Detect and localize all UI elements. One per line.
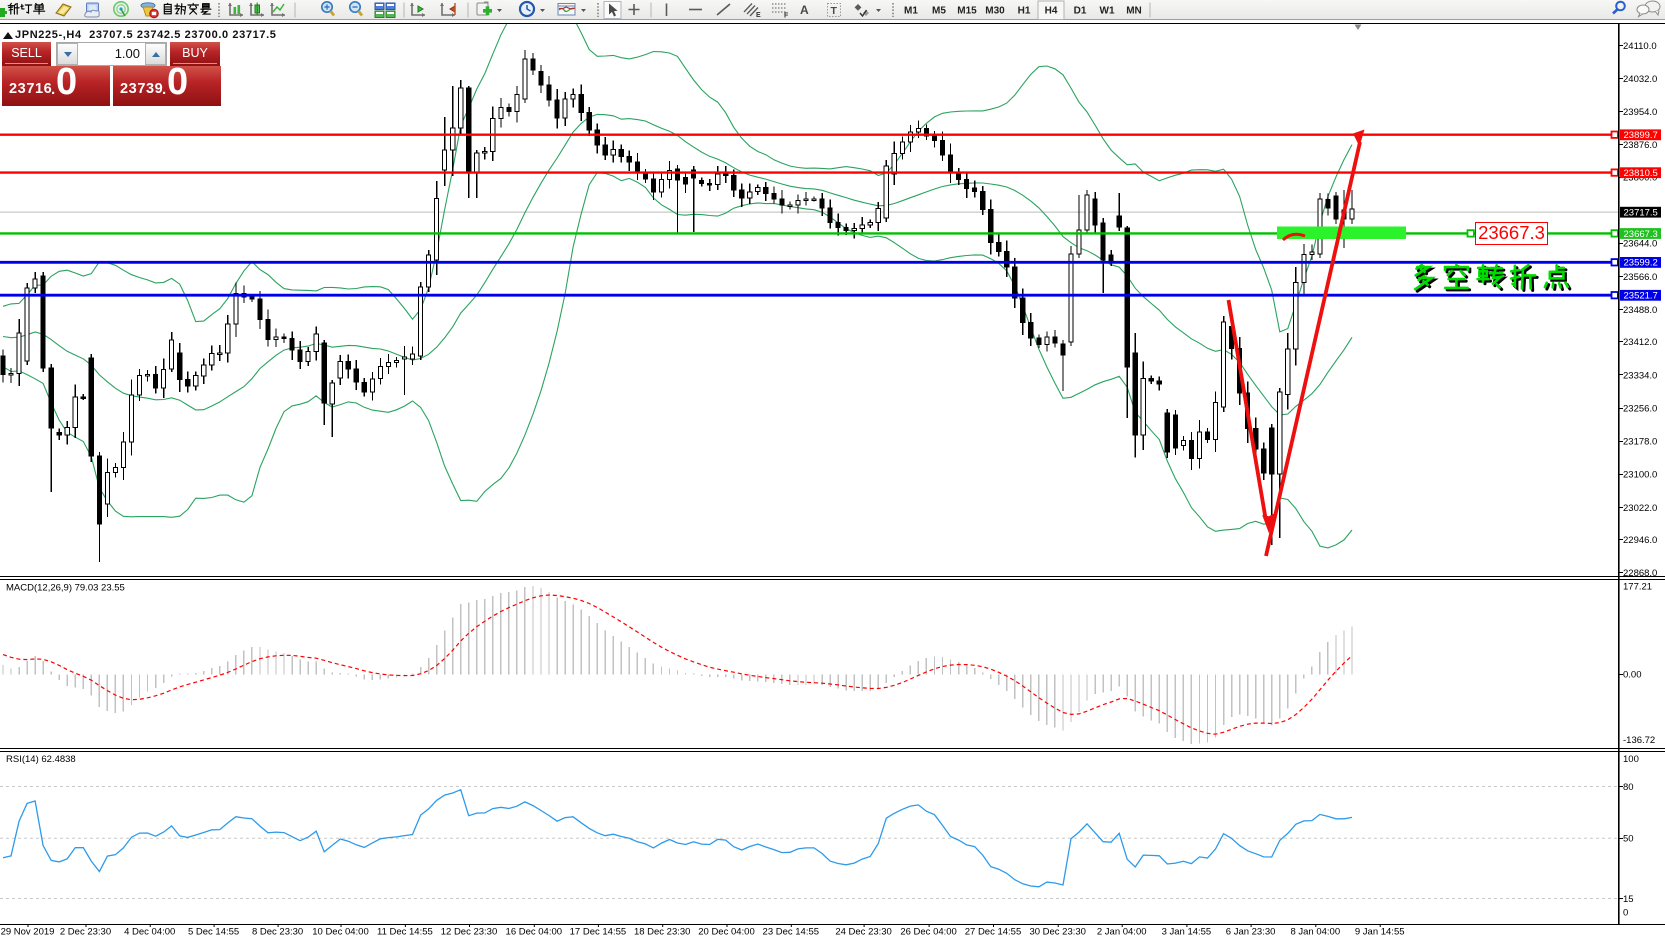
svg-text:D1: D1 [1074, 6, 1087, 17]
svg-text:80: 80 [1623, 782, 1634, 793]
svg-text:M5: M5 [932, 6, 946, 17]
svg-text:8 Jan 04:00: 8 Jan 04:00 [1290, 927, 1340, 938]
svg-text:5 Dec 14:55: 5 Dec 14:55 [188, 927, 239, 938]
svg-text:23717.5: 23717.5 [1624, 208, 1658, 219]
svg-text:23566.0: 23566.0 [1623, 272, 1657, 283]
svg-text:MN: MN [1126, 6, 1142, 17]
svg-text:177.21: 177.21 [1623, 582, 1652, 593]
svg-text:W1: W1 [1100, 6, 1115, 17]
svg-text:F: F [784, 13, 789, 20]
svg-text:10 Dec 04:00: 10 Dec 04:00 [312, 927, 369, 938]
svg-text:0.00: 0.00 [1623, 670, 1642, 681]
svg-text:23954.0: 23954.0 [1623, 107, 1657, 118]
svg-text:20 Dec 04:00: 20 Dec 04:00 [698, 927, 755, 938]
svg-text:18 Dec 23:30: 18 Dec 23:30 [634, 927, 691, 938]
svg-text:23644.0: 23644.0 [1623, 239, 1657, 250]
svg-text:23521.7: 23521.7 [1624, 291, 1658, 302]
svg-text:22868.0: 22868.0 [1623, 568, 1657, 579]
svg-text:2 Jan 04:00: 2 Jan 04:00 [1097, 927, 1147, 938]
svg-text:23256.0: 23256.0 [1623, 404, 1657, 415]
svg-text:H1: H1 [1018, 6, 1031, 17]
svg-text:2 Dec 23:30: 2 Dec 23:30 [60, 927, 111, 938]
svg-text:0: 0 [1623, 907, 1628, 918]
svg-text:24 Dec 23:30: 24 Dec 23:30 [835, 927, 892, 938]
svg-text:H4: H4 [1045, 6, 1058, 17]
svg-text:23667.3: 23667.3 [1624, 229, 1658, 240]
svg-text:26 Dec 04:00: 26 Dec 04:00 [900, 927, 957, 938]
svg-text:23876.0: 23876.0 [1623, 140, 1657, 151]
svg-text:50: 50 [1623, 834, 1634, 845]
svg-text:29 Nov 2019: 29 Nov 2019 [1, 927, 55, 938]
svg-text:23810.5: 23810.5 [1624, 168, 1658, 179]
svg-text:23599.2: 23599.2 [1624, 258, 1658, 269]
svg-text:24110.0: 24110.0 [1623, 41, 1657, 52]
svg-text:M30: M30 [985, 6, 1005, 17]
svg-text:9 Jan 14:55: 9 Jan 14:55 [1355, 927, 1405, 938]
svg-text:16 Dec 04:00: 16 Dec 04:00 [506, 927, 563, 938]
svg-text:23178.0: 23178.0 [1623, 437, 1657, 448]
svg-text:M15: M15 [957, 6, 977, 17]
svg-text:M1: M1 [904, 6, 918, 17]
svg-text:MACD(12,26,9) 79.03 23.55: MACD(12,26,9) 79.03 23.55 [6, 583, 125, 594]
svg-text:E: E [756, 12, 761, 19]
svg-text:22946.0: 22946.0 [1623, 535, 1657, 546]
svg-text:6 Jan 23:30: 6 Jan 23:30 [1226, 927, 1276, 938]
svg-text:23022.0: 23022.0 [1623, 503, 1657, 514]
svg-text:T: T [831, 5, 838, 17]
svg-text:12 Dec 23:30: 12 Dec 23:30 [441, 927, 498, 938]
svg-text:17 Dec 14:55: 17 Dec 14:55 [570, 927, 627, 938]
svg-text:23899.7: 23899.7 [1624, 130, 1658, 141]
svg-text:24032.0: 24032.0 [1623, 74, 1657, 85]
svg-text:23334.0: 23334.0 [1623, 370, 1657, 381]
svg-text:4 Dec 04:00: 4 Dec 04:00 [124, 927, 175, 938]
svg-text:23100.0: 23100.0 [1623, 470, 1657, 481]
svg-text:23 Dec 14:55: 23 Dec 14:55 [763, 927, 820, 938]
svg-text:-136.72: -136.72 [1623, 735, 1655, 746]
svg-text:23412.0: 23412.0 [1623, 337, 1657, 348]
svg-text:30 Dec 23:30: 30 Dec 23:30 [1029, 927, 1086, 938]
svg-text:27 Dec 14:55: 27 Dec 14:55 [965, 927, 1022, 938]
svg-text:RSI(14) 62.4838: RSI(14) 62.4838 [6, 754, 76, 765]
svg-text:100: 100 [1623, 754, 1639, 765]
svg-text:15: 15 [1623, 894, 1634, 905]
svg-text:A: A [800, 3, 809, 17]
svg-text:11 Dec 14:55: 11 Dec 14:55 [377, 927, 433, 938]
svg-text:3 Jan 14:55: 3 Jan 14:55 [1162, 927, 1212, 938]
svg-text:23488.0: 23488.0 [1623, 305, 1657, 316]
svg-text:8 Dec 23:30: 8 Dec 23:30 [252, 927, 303, 938]
